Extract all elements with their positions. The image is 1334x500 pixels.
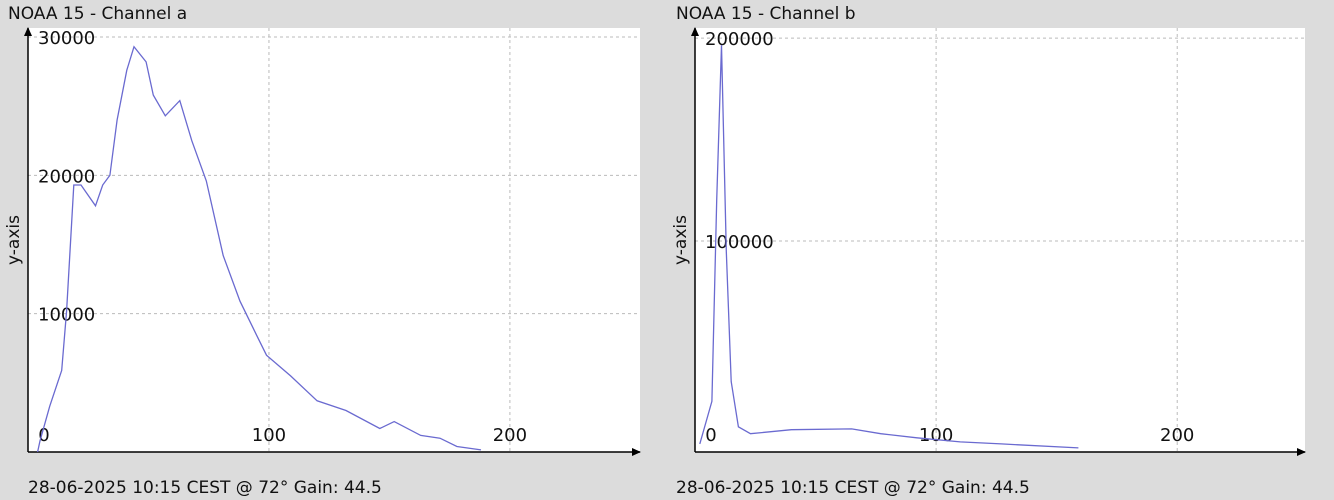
y-axis-label: y-axis <box>671 215 691 265</box>
x-tick-label: 100 <box>919 425 953 446</box>
x-tick-label: 200 <box>493 425 527 446</box>
data-line <box>699 45 1079 449</box>
footer: 28-06-2025 10:15 CEST @ 72° Gain: 44.5 <box>676 478 1030 498</box>
y-axis-label: y-axis <box>4 215 24 265</box>
x-tick-label: 0 <box>38 425 49 446</box>
plot-area <box>28 28 640 452</box>
footer: 28-06-2025 10:15 CEST @ 72° Gain: 44.5 <box>28 478 382 498</box>
data-line <box>36 45 482 453</box>
y-tick-label: 100000 <box>705 232 774 253</box>
chart-title: NOAA 15 - Channel a <box>8 4 187 24</box>
y-tick-label: 200000 <box>705 29 774 50</box>
y-tick-label: 30000 <box>38 28 95 49</box>
x-tick-label: 0 <box>705 425 716 446</box>
x-tick-label: 100 <box>252 425 286 446</box>
y-tick-label: 20000 <box>38 166 95 187</box>
x-tick-label: 200 <box>1160 425 1194 446</box>
chart-title: NOAA 15 - Channel b <box>676 4 856 24</box>
plot-area <box>695 28 1305 452</box>
